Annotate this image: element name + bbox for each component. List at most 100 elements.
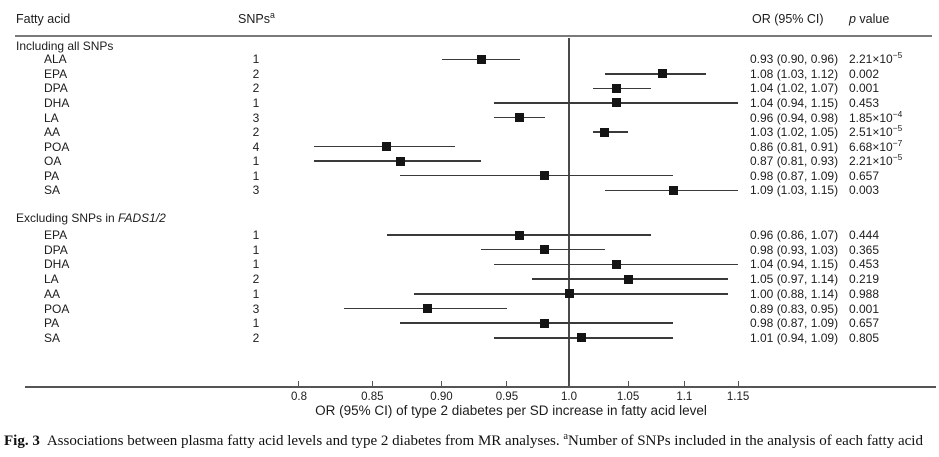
p-value-base: 0.002 [849, 66, 880, 81]
section-header-text: Excluding SNPs in [16, 211, 119, 225]
p-value-exponent: −5 [892, 50, 903, 61]
snp-count: 1 [252, 168, 260, 183]
or-ci-value: 1.00 (0.88, 1.14) [750, 286, 839, 301]
x-tick-label: 1.1 [676, 391, 693, 403]
or-marker [540, 245, 550, 255]
or-marker [395, 156, 405, 166]
fatty-acid-label: AA [44, 286, 61, 301]
or-ci-value: 0.93 (0.90, 0.96) [750, 52, 839, 67]
or-ci-value: 1.04 (1.02, 1.07) [750, 81, 839, 96]
p-value-base: 0.001 [849, 81, 880, 96]
p-rest: value [855, 12, 890, 26]
p-value: 2.51×10−5 [849, 124, 902, 139]
x-tick [627, 381, 629, 387]
p-value: 1.85×10−4 [849, 109, 902, 124]
snps-header-superscript: a [269, 9, 275, 20]
or-ci-value: 1.08 (1.03, 1.12) [750, 66, 839, 81]
p-value-exponent: −5 [892, 152, 903, 163]
or-marker [623, 274, 633, 284]
x-tick [441, 381, 442, 387]
fatty-acid-label: SA [44, 183, 61, 198]
or-marker [611, 98, 621, 108]
p-value-base: 0.365 [849, 242, 880, 257]
snp-count: 1 [252, 242, 260, 257]
p-value-base: 2.21×10 [849, 52, 893, 67]
fatty-acid-label: SA [44, 330, 61, 345]
caption-superscript: a [563, 431, 569, 442]
p-value: 0.805 [849, 331, 879, 345]
snp-count: 1 [252, 286, 260, 301]
p-value-base: 0.453 [849, 95, 880, 110]
p-value: 0.003 [849, 183, 879, 197]
p-value-base: 6.68×10 [849, 139, 893, 154]
or-ci-value: 1.04 (0.94, 1.15) [750, 95, 839, 110]
p-value-base: 0.805 [849, 330, 880, 345]
p-value-base: 0.657 [849, 168, 880, 183]
snp-count: 1 [252, 52, 260, 67]
or-ci-value: 0.89 (0.83, 0.95) [750, 301, 839, 316]
snp-count: 3 [252, 301, 260, 316]
p-value-base: 0.657 [849, 316, 880, 331]
caption-text-1: Associations between plasma fatty acid l… [46, 433, 564, 449]
fatty-acid-label: LA [44, 110, 59, 125]
or-marker [611, 83, 621, 93]
p-italic: p [849, 12, 856, 26]
x-tick [506, 381, 508, 387]
p-value: 0.657 [849, 316, 879, 330]
p-value: 0.453 [849, 257, 879, 271]
or-ci-value: 0.86 (0.81, 0.91) [750, 139, 839, 154]
x-tick-label: 0.90 [430, 391, 453, 403]
fatty-acid-label: AA [44, 125, 61, 140]
p-value: 2.21×10−5 [849, 50, 903, 67]
or-marker [576, 333, 586, 343]
snp-count: 3 [252, 110, 260, 125]
snp-count: 2 [252, 66, 260, 81]
snp-count: 1 [252, 154, 260, 169]
fatty-acid-label: DHA [44, 257, 70, 272]
or-marker [515, 113, 525, 122]
p-value-base: 0.988 [849, 286, 880, 301]
snps-header-text: SNPs [238, 12, 270, 26]
or-ci-value: 0.98 (0.93, 1.03) [750, 242, 839, 257]
p-value: 0.365 [849, 243, 879, 257]
section-header-text: Including all SNPs [16, 39, 114, 53]
or-ci-value: 1.09 (1.03, 1.15) [750, 183, 839, 198]
reference-line-or-1 [568, 38, 570, 387]
snp-count: 2 [252, 81, 260, 96]
p-value-exponent: −7 [892, 137, 903, 148]
column-header-fatty-acid: Fatty acid [16, 12, 71, 26]
or-ci-value: 1.03 (1.02, 1.05) [750, 125, 839, 140]
or-marker [668, 185, 678, 195]
p-value: 0.657 [849, 169, 879, 183]
ci-line [592, 131, 629, 133]
or-ci-value: 0.98 (0.87, 1.09) [750, 168, 839, 183]
x-axis-line [25, 386, 936, 388]
fatty-acid-label: POA [44, 301, 70, 316]
ci-line [400, 322, 674, 324]
or-marker [423, 304, 433, 313]
fatty-acid-label: DPA [44, 81, 68, 96]
x-tick [371, 381, 373, 387]
or-marker [540, 171, 550, 181]
or-ci-value: 1.01 (0.94, 1.09) [750, 330, 839, 345]
p-value-base: 0.001 [849, 301, 880, 316]
fatty-acid-label: POA [44, 139, 70, 154]
p-value: 0.988 [849, 287, 879, 301]
fatty-acid-label: EPA [44, 66, 68, 81]
or-marker [476, 54, 486, 64]
fatty-acid-label: DPA [44, 242, 68, 257]
snp-count: 1 [252, 228, 260, 242]
or-ci-value: 0.98 (0.87, 1.09) [750, 316, 839, 331]
p-value: 0.001 [849, 302, 879, 316]
x-tick-label: 0.95 [495, 391, 519, 403]
snp-count: 2 [252, 330, 260, 345]
section-header: Excluding SNPs in FADS1/2 [16, 211, 166, 225]
p-value: 0.001 [849, 81, 879, 95]
p-value-base: 0.003 [849, 183, 880, 198]
x-tick-label: 1.0 [561, 391, 577, 403]
x-tick-label: 1.15 [726, 391, 750, 403]
p-value: 6.68×10−7 [849, 137, 903, 154]
p-value-base: 0.219 [849, 272, 880, 287]
fatty-acid-label: OA [44, 154, 62, 169]
fatty-acid-label: ALA [44, 52, 67, 67]
